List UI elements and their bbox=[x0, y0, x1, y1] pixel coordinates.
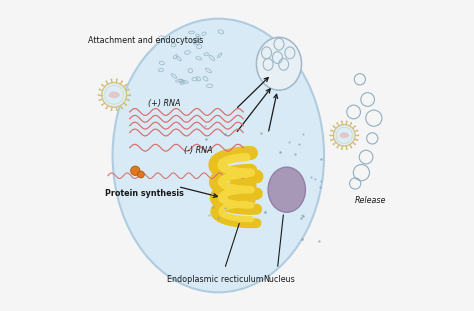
Text: (+) RNA: (+) RNA bbox=[148, 99, 181, 108]
Ellipse shape bbox=[341, 121, 343, 123]
Ellipse shape bbox=[109, 91, 120, 98]
Text: Endoplasmic recticulum: Endoplasmic recticulum bbox=[167, 276, 264, 284]
Ellipse shape bbox=[131, 166, 140, 175]
Ellipse shape bbox=[121, 107, 123, 109]
Ellipse shape bbox=[113, 19, 324, 292]
Ellipse shape bbox=[350, 146, 352, 148]
Ellipse shape bbox=[125, 104, 127, 106]
Ellipse shape bbox=[102, 82, 127, 107]
Ellipse shape bbox=[116, 79, 118, 81]
Ellipse shape bbox=[354, 125, 356, 127]
Ellipse shape bbox=[268, 167, 305, 212]
Ellipse shape bbox=[329, 134, 331, 136]
Text: Attachment and endocytosis: Attachment and endocytosis bbox=[88, 36, 203, 45]
Ellipse shape bbox=[330, 130, 332, 132]
Ellipse shape bbox=[129, 94, 131, 96]
Ellipse shape bbox=[105, 81, 107, 82]
Ellipse shape bbox=[330, 139, 332, 141]
Ellipse shape bbox=[350, 122, 352, 124]
Ellipse shape bbox=[137, 171, 144, 178]
Ellipse shape bbox=[101, 104, 103, 106]
Ellipse shape bbox=[125, 84, 127, 86]
Ellipse shape bbox=[116, 109, 118, 111]
Ellipse shape bbox=[105, 107, 107, 109]
Ellipse shape bbox=[333, 125, 335, 127]
Ellipse shape bbox=[99, 99, 100, 101]
Ellipse shape bbox=[99, 89, 100, 91]
Ellipse shape bbox=[337, 122, 338, 124]
Ellipse shape bbox=[354, 143, 356, 145]
Ellipse shape bbox=[357, 134, 359, 136]
Ellipse shape bbox=[110, 109, 112, 111]
Ellipse shape bbox=[339, 132, 349, 138]
Ellipse shape bbox=[98, 94, 100, 96]
Ellipse shape bbox=[333, 124, 355, 146]
Text: Release: Release bbox=[355, 196, 386, 205]
Ellipse shape bbox=[128, 89, 130, 91]
Ellipse shape bbox=[346, 121, 347, 123]
Ellipse shape bbox=[337, 146, 338, 148]
Ellipse shape bbox=[128, 99, 130, 101]
Ellipse shape bbox=[341, 148, 343, 150]
Ellipse shape bbox=[110, 79, 112, 81]
Ellipse shape bbox=[256, 37, 301, 90]
Ellipse shape bbox=[356, 130, 358, 132]
Ellipse shape bbox=[346, 148, 347, 150]
Ellipse shape bbox=[101, 84, 103, 86]
Ellipse shape bbox=[121, 81, 123, 82]
Text: (-) RNA: (-) RNA bbox=[184, 146, 213, 155]
Text: Protein synthesis: Protein synthesis bbox=[105, 189, 184, 198]
Text: Nucleus: Nucleus bbox=[263, 276, 295, 284]
Ellipse shape bbox=[356, 139, 358, 141]
Ellipse shape bbox=[333, 143, 335, 145]
